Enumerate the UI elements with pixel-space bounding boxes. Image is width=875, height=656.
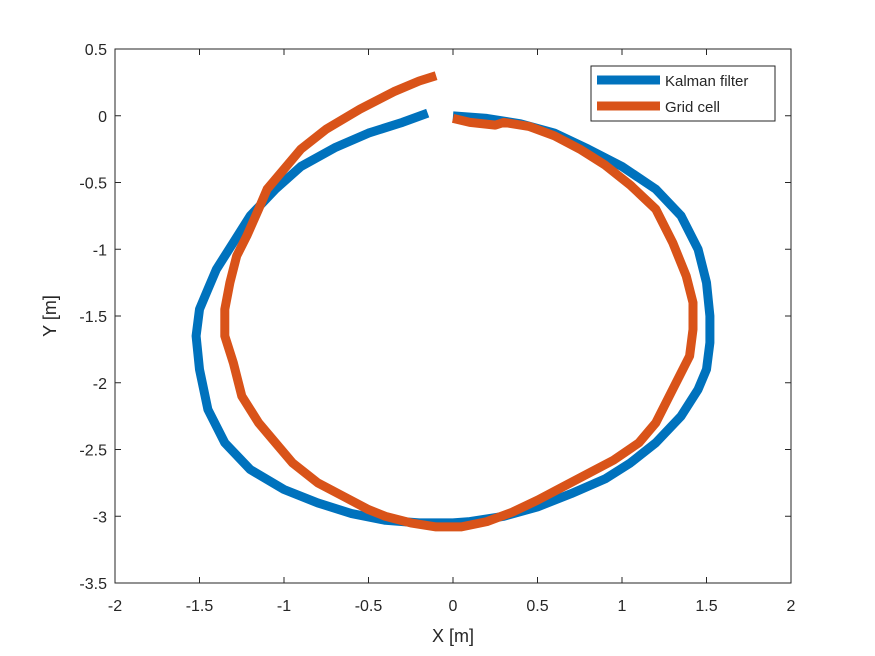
x-tick-label: -2: [108, 598, 122, 615]
legend-label-kalman-filter: Kalman filter: [665, 73, 748, 90]
x-tick-label: -0.5: [355, 598, 383, 615]
y-tick-label: -1.5: [79, 309, 107, 326]
series-line-kalman-filter: [191, 108, 715, 528]
series-line-grid-cell: [220, 71, 698, 532]
x-axis-label: X [m]: [432, 626, 474, 646]
y-tick-label: 0.5: [85, 42, 107, 59]
y-tick-label: -0.5: [79, 176, 107, 193]
y-tick-label: -3: [93, 509, 107, 526]
x-tick-label: 1: [618, 598, 627, 615]
axis-ticks: -2 -1.5 -1 -0.5 0 0.5 1 1.5 2 0.5 0 -0.5 -1 -1.5 -2 -2.…: [79, 42, 795, 615]
x-tick-label: 0: [449, 598, 458, 615]
legend: Kalman filter Grid cell: [590, 65, 776, 122]
y-tick-label: -2: [93, 376, 107, 393]
plot-lines: [191, 71, 715, 532]
x-tick-label: -1.5: [186, 598, 214, 615]
x-tick-label: -1: [277, 598, 291, 615]
y-tick-label: -3.5: [79, 576, 107, 593]
x-tick-label: 1.5: [695, 598, 717, 615]
y-tick-label: -1: [93, 242, 107, 259]
y-tick-label: -2.5: [79, 443, 107, 460]
x-tick-label: 0.5: [526, 598, 548, 615]
x-tick-label: 2: [787, 598, 796, 615]
y-tick-label: 0: [98, 109, 107, 126]
y-axis-label: Y [m]: [40, 295, 60, 337]
legend-box: [590, 65, 776, 122]
legend-label-grid-cell: Grid cell: [665, 99, 720, 116]
